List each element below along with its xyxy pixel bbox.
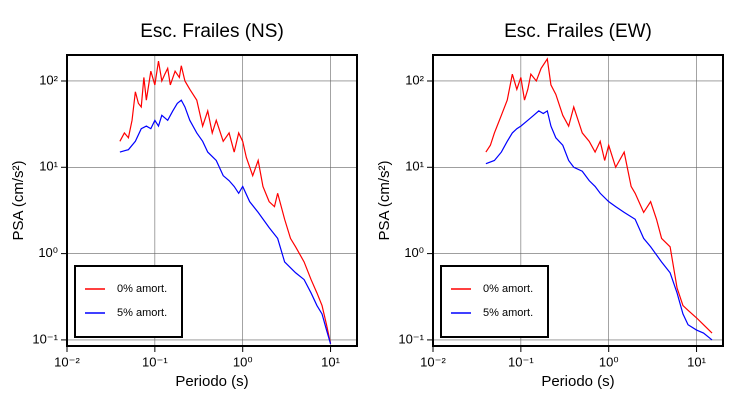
x-tick-label: 10¹: [687, 354, 706, 369]
y-tick-label: 10⁰: [404, 245, 424, 260]
legend-box: [74, 265, 183, 338]
y-tick-label: 10⁻¹: [32, 331, 58, 346]
data-line: [119, 99, 332, 345]
x-tick-label: 10⁻¹: [508, 354, 534, 369]
y-tick-label: 10²: [405, 72, 424, 87]
y-tick-label: 10²: [39, 72, 58, 87]
plot-frame: [432, 54, 724, 347]
chart-title: Esc. Frailes (NS): [140, 21, 284, 42]
y-tick-label: 10¹: [39, 159, 58, 174]
x-axis-label: Periodo (s): [175, 373, 248, 390]
x-axis-label: Periodo (s): [541, 373, 614, 390]
legend-label: 0% amort.: [483, 283, 533, 295]
x-tick-label: 10⁰: [599, 354, 619, 369]
y-axis-label: PSA (cm/s²): [376, 160, 393, 240]
y-tick-label: 10¹: [405, 159, 424, 174]
legend-box: [440, 265, 549, 338]
data-line: [485, 109, 713, 341]
legend-label: 0% amort.: [117, 283, 167, 295]
y-tick-label: 10⁻¹: [398, 331, 424, 346]
y-tick-label: 10⁰: [38, 245, 58, 260]
data-line: [485, 57, 713, 334]
x-tick-label: 10⁻¹: [142, 354, 168, 369]
legend-label: 5% amort.: [483, 307, 533, 319]
x-tick-label: 10⁰: [233, 354, 253, 369]
y-axis-label: PSA (cm/s²): [10, 160, 27, 240]
x-tick-label: 10¹: [321, 354, 340, 369]
legend-label: 5% amort.: [117, 307, 167, 319]
data-line: [119, 60, 332, 344]
x-tick-label: 10⁻²: [420, 354, 446, 369]
chart-title: Esc. Frailes (EW): [504, 21, 652, 42]
plot-frame: [66, 54, 358, 347]
x-tick-label: 10⁻²: [54, 354, 80, 369]
